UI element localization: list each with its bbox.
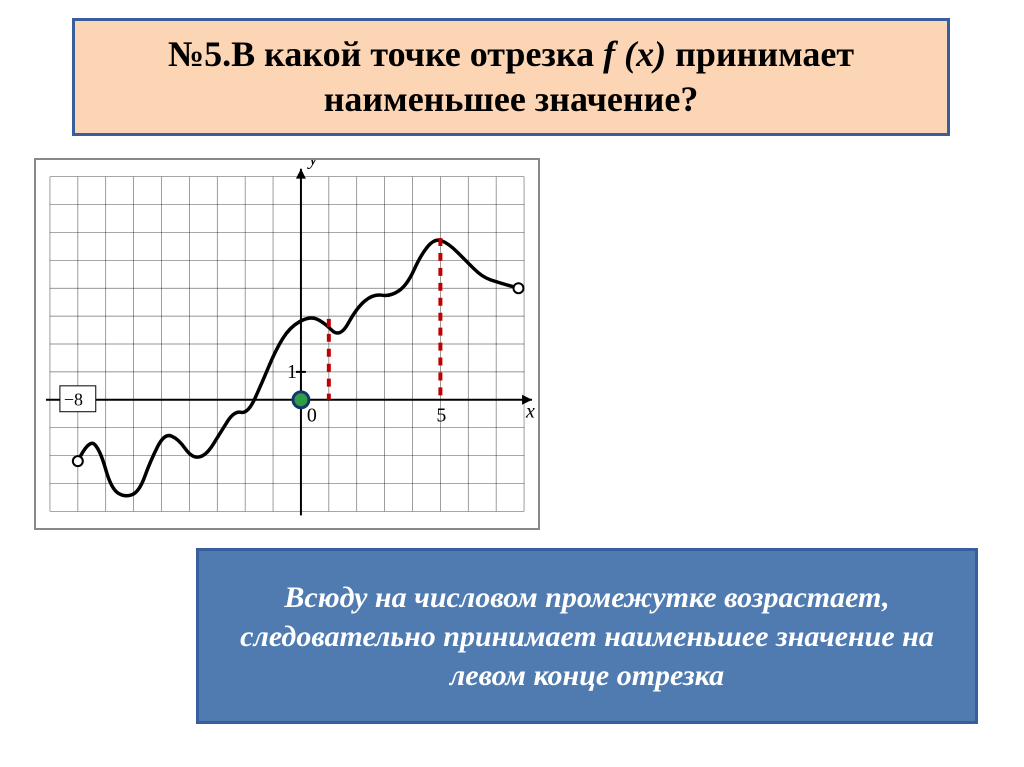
answer-text: Всюду на числовом промежутке возрастает,… (239, 578, 935, 695)
svg-text:5: 5 (436, 405, 446, 427)
svg-text:−8: −8 (64, 390, 83, 410)
answer-box: Всюду на числовом промежутке возрастает,… (196, 548, 978, 724)
title-prefix: №5.В какой точке отрезка (168, 34, 603, 74)
svg-text:0: 0 (307, 405, 317, 427)
title-text: №5.В какой точке отрезка f (x) принимает… (95, 32, 927, 122)
svg-text:1: 1 (287, 361, 297, 383)
title-box: №5.В какой точке отрезка f (x) принимает… (72, 18, 950, 136)
title-fx: f (x) (603, 34, 666, 74)
svg-text:y: y (307, 160, 318, 170)
chart-container: yx10−85y = f′(x) (34, 158, 540, 530)
svg-text:x: x (525, 401, 535, 423)
derivative-chart: yx10−85y = f′(x) (36, 160, 538, 528)
